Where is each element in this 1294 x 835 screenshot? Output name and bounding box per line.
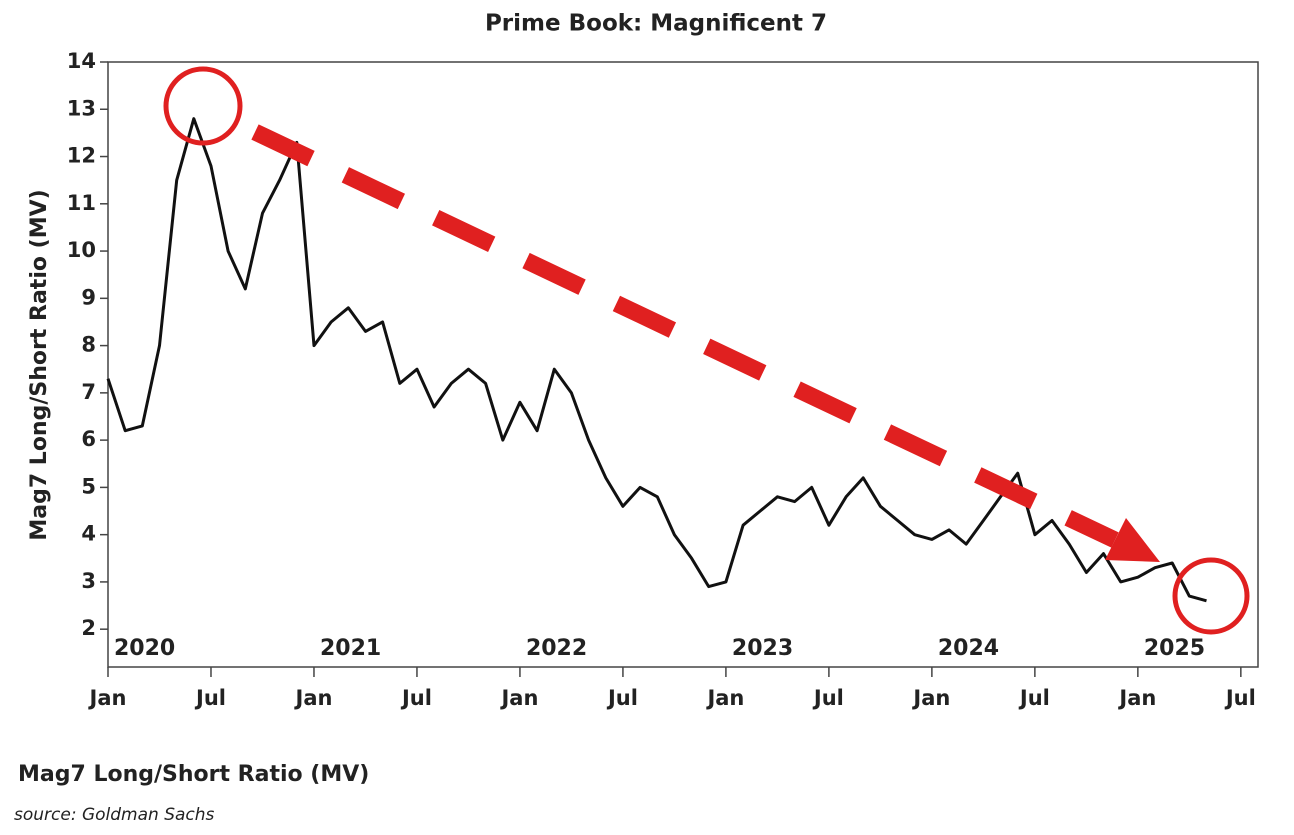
y-tick-label: 6 <box>81 427 96 451</box>
x-tick-label: Jul <box>400 686 432 710</box>
y-tick-label: 7 <box>81 380 96 404</box>
x-tick-label: Jul <box>606 686 638 710</box>
y-axis-label: Mag7 Long/Short Ratio (MV) <box>27 189 52 540</box>
end-circle <box>1172 557 1250 635</box>
trend-arrow <box>251 124 1119 548</box>
x-tick-label: Jan <box>88 686 127 710</box>
y-tick-label: 4 <box>81 522 96 546</box>
y-tick-label: 5 <box>81 474 96 498</box>
y-tick-label: 3 <box>81 569 96 593</box>
x-tick-label: Jul <box>1018 686 1050 710</box>
year-label: 2021 <box>320 636 381 661</box>
arrow-head <box>1105 518 1160 562</box>
y-tick-label: 2 <box>81 616 96 640</box>
x-tick-label: Jan <box>294 686 333 710</box>
annotations <box>163 66 1250 635</box>
year-label: 2025 <box>1144 636 1205 661</box>
x-tick-label: Jul <box>1224 686 1256 710</box>
series-line <box>106 117 1207 603</box>
y-tick-label: 13 <box>67 96 96 120</box>
year-label: 2023 <box>732 636 793 661</box>
x-tick-label: Jul <box>194 686 226 710</box>
x-tick-label: Jan <box>911 686 950 710</box>
peak-circle <box>163 66 243 146</box>
y-tick-label: 11 <box>67 191 96 215</box>
y-tick-label: 10 <box>67 238 96 262</box>
x-tick-label: Jan <box>1117 686 1156 710</box>
year-label: 2022 <box>526 636 587 661</box>
y-tick-label: 14 <box>67 49 96 73</box>
x-tick-label: Jan <box>499 686 538 710</box>
year-label: 2024 <box>938 636 999 661</box>
chart-title: Prime Book: Magnificent 7 <box>485 11 827 37</box>
legend-label: Mag7 Long/Short Ratio (MV) <box>18 762 369 787</box>
x-tick-label: Jan <box>705 686 744 710</box>
y-tick-label: 12 <box>67 144 96 168</box>
year-label: 2020 <box>114 636 175 661</box>
y-tick-label: 9 <box>81 285 96 309</box>
x-tick-label: Jul <box>812 686 844 710</box>
plot-frame <box>107 61 1259 668</box>
source: source: Goldman Sachs <box>14 805 215 825</box>
y-tick-label: 8 <box>81 333 96 357</box>
